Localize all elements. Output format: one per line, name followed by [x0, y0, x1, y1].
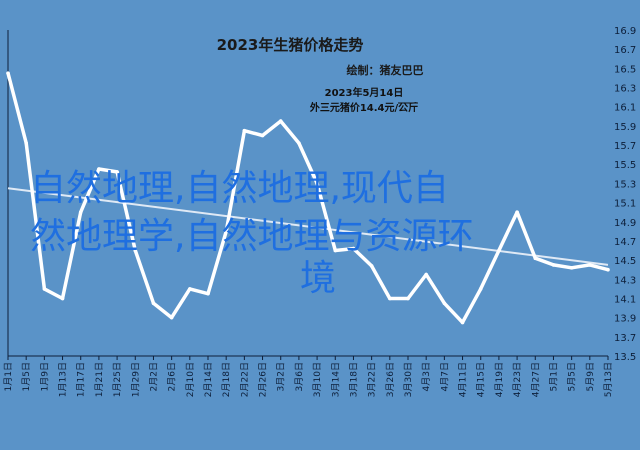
data-point [351, 246, 356, 251]
y-tick-label: 14.9 [614, 218, 636, 229]
price-series-line [6, 72, 609, 325]
plot-area: 13.5 13.7 13.9 14.1 14.3 14.5 14.7 14.9 15.1 15.3… [3, 26, 636, 397]
y-tick-label: 15.3 [614, 179, 636, 190]
x-tick-label: 4月3日 [421, 362, 432, 391]
data-point [242, 128, 247, 133]
chart-subtitle: 绘制：猪友巴巴 [347, 63, 424, 77]
data-point [133, 248, 138, 253]
data-point [78, 210, 83, 214]
data-point [278, 119, 283, 123]
x-tick-label: 1月5日 [21, 362, 32, 391]
data-point [115, 170, 119, 174]
data-point [42, 287, 47, 291]
watermark-line-2: 然地理学,自然地理与资源环 [30, 216, 473, 257]
y-tick-label: 16.7 [614, 45, 636, 56]
data-point [24, 141, 28, 145]
data-point [6, 71, 10, 75]
x-tick-label: 1月1日 [3, 362, 14, 391]
y-tick-label: 13.5 [614, 352, 636, 363]
x-tick-label: 1月13日 [58, 362, 69, 397]
data-point [424, 272, 428, 277]
data-point [569, 265, 574, 270]
data-point [260, 133, 265, 138]
y-tick-label: 14.3 [614, 275, 636, 286]
x-tick-label: 2月18日 [221, 362, 232, 397]
x-tick-label: 4月11日 [458, 362, 469, 397]
x-tick-label: 3月6日 [294, 362, 305, 391]
x-tick-label: 5月9日 [585, 362, 596, 391]
annotation-price: 外三元猪价14.4元/公斤 [309, 101, 418, 114]
x-tick-label: 5月13日 [603, 362, 614, 397]
watermark-line-1: 自然地理,自然地理,现代自 [30, 168, 449, 209]
data-point [551, 263, 556, 267]
x-tick-label: 3月14日 [330, 362, 341, 397]
x-tick-label: 2月2日 [148, 362, 159, 391]
data-point [315, 181, 319, 186]
y-tick-label: 16.1 [614, 103, 636, 114]
x-tick-label: 4月23日 [512, 362, 523, 397]
y-tick-label: 15.5 [614, 160, 636, 171]
watermark-line-3: 境 [300, 258, 336, 299]
x-tick-label: 2月22日 [239, 362, 250, 397]
x-tick-label: 3月10日 [312, 362, 323, 397]
data-point [515, 210, 519, 214]
x-tick-label: 2月6日 [167, 362, 178, 391]
data-point [460, 320, 465, 325]
y-tick-label: 14.7 [614, 237, 636, 248]
data-point [206, 291, 210, 296]
data-point [442, 301, 447, 306]
x-tick-label: 1月21日 [94, 362, 105, 397]
x-tick-label: 4月27日 [530, 362, 541, 397]
data-point [406, 296, 410, 301]
y-tick-label: 13.7 [614, 333, 636, 344]
y-tick-label: 16.5 [614, 64, 636, 75]
x-tick-label: 3月2日 [276, 362, 287, 391]
data-point [533, 256, 538, 261]
y-tick-label: 14.5 [614, 256, 636, 267]
x-tick-label: 1月25日 [112, 362, 123, 397]
data-point [169, 315, 174, 320]
data-point [97, 167, 101, 171]
y-tick-label: 14.1 [614, 294, 636, 305]
y-tick-label: 16.9 [614, 26, 636, 37]
x-tick-label: 2月26日 [258, 362, 269, 397]
data-point [588, 263, 592, 267]
x-tick-label: 1月29日 [130, 362, 141, 397]
y-tick-label: 15.1 [614, 199, 636, 210]
y-tick-label: 16.3 [614, 84, 636, 95]
x-tick-label: 2月10日 [185, 362, 196, 397]
x-tick-label: 1月17日 [76, 362, 87, 397]
data-point [188, 287, 192, 291]
x-tick-label: 4月19日 [494, 362, 505, 397]
x-tick-label: 3月18日 [348, 362, 359, 397]
data-point [224, 229, 228, 234]
y-tick-label: 15.7 [614, 141, 636, 152]
data-point [297, 141, 301, 145]
x-tick-label: 3月22日 [367, 362, 378, 397]
x-tick-label: 4月15日 [476, 362, 487, 397]
data-point [388, 296, 392, 301]
data-point [497, 248, 501, 253]
x-tick-label: 3月30日 [403, 362, 414, 397]
x-tick-label: 5月1日 [548, 362, 559, 391]
data-point [333, 248, 338, 253]
x-tick-label: 3月26日 [385, 362, 396, 397]
annotation-date: 2023年5月14日 [325, 86, 404, 99]
x-tick-label: 5月5日 [567, 362, 578, 391]
y-tick-label: 15.9 [614, 122, 636, 133]
x-tick-label: 2月14日 [203, 362, 214, 397]
data-point [151, 301, 156, 306]
trend-line [7, 187, 609, 266]
x-tick-label: 4月7日 [439, 362, 450, 391]
data-point [478, 287, 483, 291]
y-tick-label: 13.9 [614, 314, 636, 325]
chart-title: 2023年生猪价格走势 [217, 36, 364, 54]
data-point [369, 264, 374, 268]
data-point [606, 267, 610, 272]
data-point [60, 296, 65, 301]
x-tick-label: 1月9日 [39, 362, 50, 391]
